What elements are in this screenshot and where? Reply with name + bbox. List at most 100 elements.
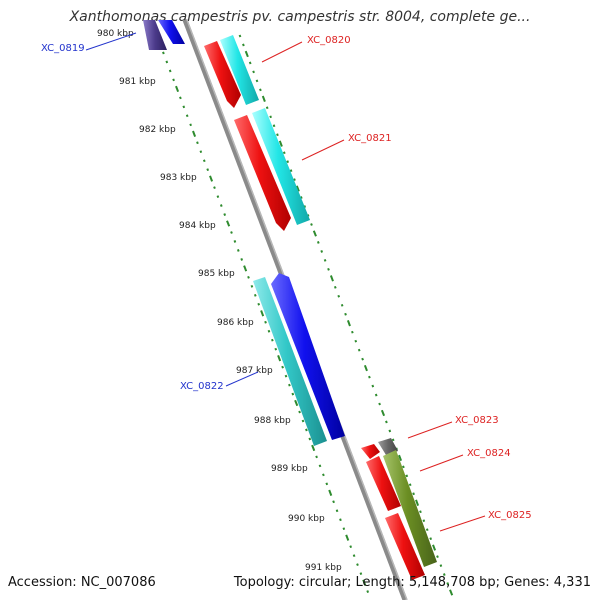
gene-xc0822-teal-block[interactable]	[253, 277, 327, 446]
tick-dot	[432, 544, 437, 551]
tick-dot	[449, 589, 454, 596]
gene-xc0820-cyan-block[interactable]	[220, 35, 259, 105]
tick-dot	[371, 384, 375, 388]
tick-dot	[332, 500, 335, 504]
tick-dot	[344, 312, 347, 316]
tick-dot	[346, 320, 351, 327]
tick-dot	[230, 231, 233, 234]
tick-dot	[253, 293, 257, 297]
gene-xc0819[interactable]	[143, 20, 185, 50]
tick-dot	[374, 393, 378, 397]
gene-xc0819-block-b[interactable]	[158, 20, 185, 44]
tick-dot	[422, 519, 426, 523]
gene-xc0825-red-block[interactable]	[385, 513, 425, 580]
tick-dot	[354, 339, 358, 343]
tick-dot	[368, 375, 371, 379]
tick-dot	[322, 473, 325, 477]
tick-dot	[295, 185, 300, 192]
tick-label-989: 989 kbp	[271, 464, 308, 474]
tick-dot	[398, 454, 403, 462]
tick-dot	[363, 364, 368, 372]
gene-label-xc0823[interactable]: XC_0823	[455, 415, 499, 426]
callout-line-xc0824	[419, 454, 464, 472]
tick-dot	[233, 240, 237, 243]
tick-dot	[352, 554, 356, 558]
tick-dot	[219, 204, 223, 207]
tick-dot	[345, 534, 350, 541]
genome-stats-text: Topology: circular; Length: 5,148,708 bp…	[233, 575, 591, 590]
gene-xc0823-red-block[interactable]	[361, 444, 380, 459]
gene-xc0825[interactable]	[385, 513, 425, 580]
gene-xc0822-blue-block[interactable]	[271, 273, 345, 440]
tick-dot	[282, 151, 286, 155]
tick-dot	[189, 123, 192, 127]
tick-dot	[162, 51, 165, 55]
tick-dot	[259, 88, 262, 92]
gene-xc0824-red-block[interactable]	[366, 456, 401, 511]
tick-dot	[412, 492, 415, 496]
accession-text: Accession: NC_007086	[8, 575, 156, 590]
tick-dot	[361, 357, 364, 361]
gene-xc0820[interactable]	[204, 35, 259, 108]
tick-dot	[408, 483, 412, 487]
tick-label-987: 987 kbp	[236, 366, 273, 376]
tick-dot	[206, 168, 210, 172]
tick-dot	[199, 150, 203, 154]
gene-xc0820-red-block[interactable]	[204, 41, 241, 108]
tick-dot	[351, 330, 354, 334]
tick-dot	[310, 223, 313, 226]
tick-dot	[328, 489, 333, 496]
gene-xc0824[interactable]	[366, 450, 437, 567]
tick-dot	[429, 537, 433, 541]
gene-xc0822[interactable]	[253, 273, 345, 446]
tick-dot	[202, 159, 206, 163]
tick-dot	[264, 320, 267, 324]
tick-dot	[366, 590, 370, 593]
tick-label-982: 982 kbp	[139, 125, 176, 135]
gene-label-xc0820[interactable]: XC_0820	[307, 35, 351, 46]
tick-dot	[359, 572, 363, 575]
tick-label-990: 990 kbp	[288, 514, 325, 524]
gene-xc0823-gray-block[interactable]	[378, 438, 398, 455]
tick-dot	[419, 510, 422, 514]
tick-dot	[274, 347, 278, 351]
tick-dot	[380, 409, 386, 417]
tick-dot	[439, 564, 443, 567]
outer-tick-track	[238, 34, 454, 596]
gene-label-xc0822[interactable]: XC_0822	[180, 381, 224, 392]
gene-xc0823[interactable]	[361, 438, 398, 459]
gene-xc0821-cyan-block[interactable]	[252, 108, 310, 225]
tick-dot	[243, 265, 248, 272]
tick-dot	[250, 284, 254, 288]
tick-dot	[316, 241, 320, 244]
tick-dot	[299, 196, 303, 199]
gene-xc0819-block-a[interactable]	[143, 20, 167, 50]
tick-dot	[425, 528, 429, 532]
gene-xc0821[interactable]	[234, 108, 310, 231]
tick-dot	[240, 258, 244, 261]
gene-xc0824-olive-block[interactable]	[383, 450, 437, 567]
tick-dot	[192, 130, 197, 137]
tick-dot	[385, 420, 388, 424]
gene-label-xc0819[interactable]: XC_0819	[41, 43, 85, 54]
callout-line-xc0820	[261, 41, 303, 63]
tick-label-985: 985 kbp	[198, 269, 235, 279]
gene-label-xc0824[interactable]: XC_0824	[467, 448, 511, 459]
tick-dot	[185, 114, 189, 118]
tick-dot	[223, 213, 227, 216]
tick-dot	[415, 499, 420, 506]
tick-dot	[315, 455, 318, 459]
tick-dot	[323, 259, 327, 262]
tick-dot	[303, 205, 307, 208]
inner-tick-track	[157, 40, 370, 593]
tick-dot	[335, 509, 339, 513]
gene-label-xc0821[interactable]: XC_0821	[348, 133, 392, 144]
tick-dot	[320, 250, 324, 253]
tick-dot	[216, 195, 220, 198]
tick-dot	[288, 383, 291, 387]
gene-xc0821-red-block[interactable]	[234, 115, 291, 231]
tick-dot	[168, 69, 172, 73]
gene-label-xc0825[interactable]: XC_0825	[488, 510, 532, 521]
tick-label-991: 991 kbp	[305, 563, 342, 573]
tick-dot	[436, 555, 439, 558]
